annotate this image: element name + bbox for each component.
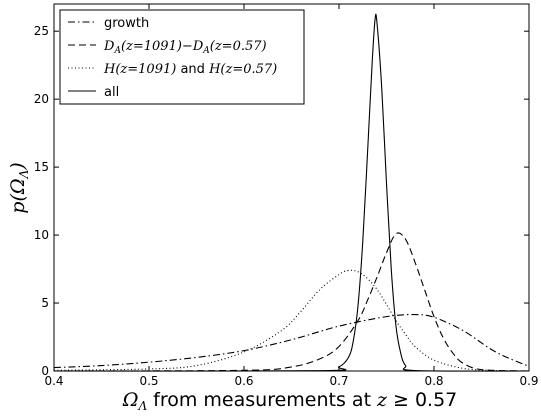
axes-frame — [53, 3, 530, 372]
x-tick-label: 0.4 — [44, 374, 63, 388]
series-line-dashdot — [53, 314, 530, 369]
axis-ticks: 0.4 0.5 0.6 0.7 0.8 0.9 0 5 10 15 20 25 — [34, 4, 539, 388]
y-tick-label: 5 — [41, 296, 49, 310]
y-tick-label: 10 — [34, 228, 49, 242]
legend-label: DA(z=1091)−DA(z=0.57) — [103, 39, 267, 56]
x-tick-label: 0.9 — [519, 374, 538, 388]
y-tick-label: 15 — [34, 160, 49, 174]
series-line-dotted — [53, 269, 530, 372]
x-axis-label: ΩΛ from measurements at z ≥0.57 — [122, 389, 458, 413]
legend: growth DA(z=1091)−DA(z=0.57) H(z=1091) and… — [59, 9, 305, 105]
x-tick-label: 0.7 — [329, 374, 348, 388]
legend-label: H(z=1091) and H(z=0.57) — [103, 62, 277, 77]
legend-label: growth — [104, 16, 149, 31]
plot-lines — [53, 13, 530, 372]
legend-label: all — [104, 85, 119, 100]
x-tick-label: 0.8 — [424, 374, 443, 388]
series-line-dashed — [53, 232, 530, 372]
y-tick-label: 0 — [41, 364, 49, 378]
y-tick-label: 25 — [34, 24, 49, 38]
x-tick-label: 0.5 — [139, 374, 158, 388]
y-tick-label: 20 — [34, 92, 49, 106]
y-axis-label: p(ΩΛ) — [7, 162, 31, 213]
legend-box — [59, 9, 305, 105]
series-line-solid — [53, 13, 530, 372]
x-tick-label: 0.6 — [234, 374, 253, 388]
